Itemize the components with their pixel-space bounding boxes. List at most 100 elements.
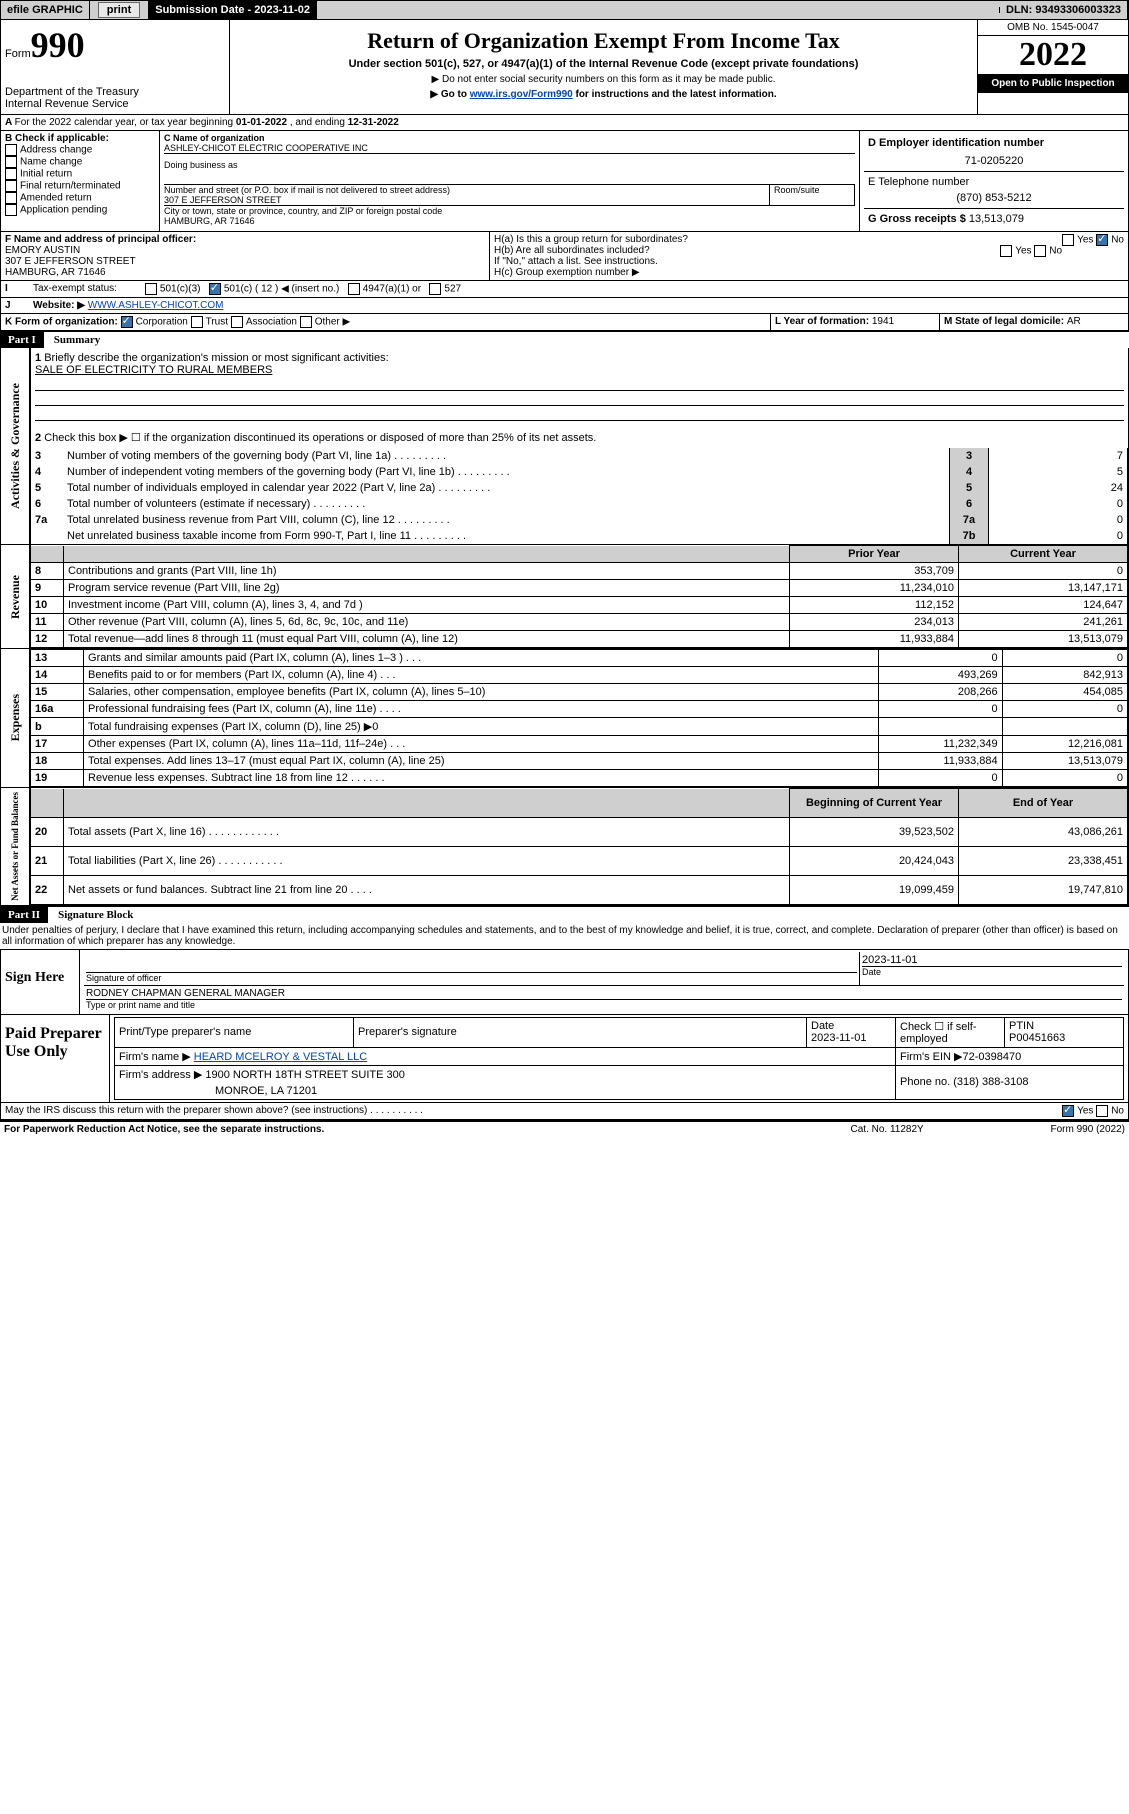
chk-other[interactable] bbox=[300, 316, 312, 328]
section-h: H(a) Is this a group return for subordin… bbox=[490, 232, 1128, 280]
a-mid: , and ending bbox=[287, 117, 348, 128]
chk-discuss-yes[interactable] bbox=[1062, 1105, 1074, 1117]
part1-title: Summary bbox=[54, 334, 100, 346]
chk-corp[interactable] bbox=[121, 316, 133, 328]
c-room-lbl: Room/suite bbox=[769, 185, 855, 205]
j-label: Website: ▶ bbox=[33, 300, 85, 311]
hb-label: H(b) Are all subordinates included? bbox=[494, 245, 650, 256]
ha-no: No bbox=[1111, 235, 1124, 246]
firm-name[interactable]: HEARD MCELROY & VESTAL LLC bbox=[194, 1051, 367, 1063]
c-city-lbl: City or town, state or province, country… bbox=[164, 206, 442, 216]
chk-final[interactable] bbox=[5, 180, 17, 192]
subtitle-2: ▶ Do not enter social security numbers o… bbox=[234, 74, 973, 85]
tab-netassets: Net Assets or Fund Balances bbox=[8, 788, 22, 905]
title-box: Return of Organization Exempt From Incom… bbox=[230, 20, 977, 114]
governance-table: 3Number of voting members of the governi… bbox=[31, 448, 1128, 544]
discuss-question: May the IRS discuss this return with the… bbox=[1, 1103, 1058, 1119]
line1-label: Briefly describe the organization's miss… bbox=[44, 352, 388, 364]
section-b: B Check if applicable: Address change Na… bbox=[1, 131, 160, 231]
k-corp: Corporation bbox=[136, 317, 188, 328]
hb-no: No bbox=[1049, 246, 1062, 257]
b-amend: Amended return bbox=[20, 193, 92, 204]
k-assoc: Association bbox=[246, 317, 297, 328]
submission-date: 2023-11-02 bbox=[254, 4, 310, 16]
k-trust: Trust bbox=[206, 317, 228, 328]
ha-yes: Yes bbox=[1077, 235, 1093, 246]
org-city: HAMBURG, AR 71646 bbox=[164, 216, 255, 226]
paid-preparer: Paid Preparer Use Only bbox=[1, 1015, 110, 1102]
omb-number: 1545-0047 bbox=[1051, 22, 1099, 33]
mission: SALE OF ELECTRICITY TO RURAL MEMBERS bbox=[35, 364, 272, 376]
tax-year: 2022 bbox=[978, 36, 1128, 74]
chk-527[interactable] bbox=[429, 283, 441, 295]
chk-address[interactable] bbox=[5, 144, 17, 156]
preparer-table: Print/Type preparer's namePreparer's sig… bbox=[114, 1017, 1124, 1100]
ein: 71-0205220 bbox=[868, 155, 1120, 167]
ptin: P00451663 bbox=[1009, 1032, 1065, 1044]
sig-date-label: Date bbox=[862, 966, 1122, 977]
i-4947: 4947(a)(1) or bbox=[363, 284, 421, 295]
sig-officer-label: Signature of officer bbox=[86, 972, 857, 983]
firm-addr1: 1900 NORTH 18TH STREET SUITE 300 bbox=[205, 1069, 405, 1081]
m-label: M State of legal domicile: bbox=[944, 316, 1067, 327]
firm-name-lbl: Firm's name ▶ bbox=[119, 1051, 191, 1063]
expenses-table: 13Grants and similar amounts paid (Part … bbox=[31, 649, 1128, 787]
b-header: B Check if applicable: bbox=[5, 133, 155, 144]
efile-bar: efile GRAPHIC print Submission Date - 20… bbox=[0, 0, 1129, 20]
form-footer: Form 990 (2022) bbox=[1051, 1124, 1125, 1135]
perjury-declaration: Under penalties of perjury, I declare th… bbox=[0, 923, 1129, 950]
c-dba-lbl: Doing business as bbox=[164, 160, 238, 170]
website-link[interactable]: WWW.ASHLEY-CHICOT.COM bbox=[88, 300, 224, 311]
chk-ha-yes[interactable] bbox=[1062, 234, 1074, 246]
subtitle-1: Under section 501(c), 527, or 4947(a)(1)… bbox=[234, 58, 973, 70]
prep-date: 2023-11-01 bbox=[811, 1032, 866, 1044]
i-label: Tax-exempt status: bbox=[29, 281, 121, 297]
a-pre: For the 2022 calendar year, or tax year … bbox=[15, 117, 236, 128]
officer-city: HAMBURG, AR 71646 bbox=[5, 267, 106, 278]
k-other: Other ▶ bbox=[315, 317, 350, 328]
chk-trust[interactable] bbox=[191, 316, 203, 328]
form-number: 990 bbox=[31, 25, 85, 65]
print-button[interactable]: print bbox=[98, 2, 140, 18]
f-label: F Name and address of principal officer: bbox=[5, 234, 196, 245]
domicile: AR bbox=[1067, 316, 1081, 327]
chk-4947[interactable] bbox=[348, 283, 360, 295]
a-end: 12-31-2022 bbox=[348, 117, 399, 128]
submission-label: Submission Date - bbox=[155, 4, 254, 16]
prep-sig-lbl: Preparer's signature bbox=[354, 1017, 807, 1047]
g-label: G Gross receipts $ bbox=[868, 213, 969, 225]
dept-treasury: Department of the Treasury bbox=[5, 86, 225, 98]
instructions-link[interactable]: www.irs.gov/Form990 bbox=[470, 89, 573, 100]
i-527: 527 bbox=[444, 284, 461, 295]
c-name-lbl: C Name of organization bbox=[164, 133, 265, 143]
chk-initial[interactable] bbox=[5, 168, 17, 180]
chk-501c[interactable] bbox=[209, 283, 221, 295]
chk-name[interactable] bbox=[5, 156, 17, 168]
firm-ein: 72-0398470 bbox=[963, 1051, 1022, 1063]
omb-label: OMB No. bbox=[1007, 22, 1051, 33]
paperwork-notice: For Paperwork Reduction Act Notice, see … bbox=[4, 1124, 851, 1135]
cat-no: Cat. No. 11282Y bbox=[851, 1124, 1051, 1135]
e-label: E Telephone number bbox=[868, 176, 1120, 188]
chk-hb-no[interactable] bbox=[1034, 245, 1046, 257]
chk-assoc[interactable] bbox=[231, 316, 243, 328]
self-employed: Check ☐ if self-employed bbox=[896, 1017, 1005, 1047]
chk-amended[interactable] bbox=[5, 192, 17, 204]
i-501c: 501(c) ( 12 ) ◀ (insert no.) bbox=[224, 284, 340, 295]
chk-501c3[interactable] bbox=[145, 283, 157, 295]
officer-street: 307 E JEFFERSON STREET bbox=[5, 256, 136, 267]
revenue-table: Prior YearCurrent Year8Contributions and… bbox=[31, 545, 1128, 648]
b-init: Initial return bbox=[20, 169, 72, 180]
chk-hb-yes[interactable] bbox=[1000, 245, 1012, 257]
firm-ein-lbl: Firm's EIN ▶ bbox=[900, 1051, 963, 1063]
officer-printed: RODNEY CHAPMAN GENERAL MANAGER bbox=[86, 988, 1122, 999]
b-name: Name change bbox=[20, 157, 82, 168]
chk-pending[interactable] bbox=[5, 204, 17, 216]
chk-discuss-no[interactable] bbox=[1096, 1105, 1108, 1117]
hc-label: H(c) Group exemption number ▶ bbox=[494, 267, 1124, 278]
gross-receipts: 13,513,079 bbox=[969, 213, 1024, 225]
section-f: F Name and address of principal officer:… bbox=[1, 232, 490, 280]
chk-ha-no[interactable] bbox=[1096, 234, 1108, 246]
section-deg: D Employer identification number71-02052… bbox=[860, 131, 1128, 231]
i-501c3: 501(c)(3) bbox=[160, 284, 201, 295]
